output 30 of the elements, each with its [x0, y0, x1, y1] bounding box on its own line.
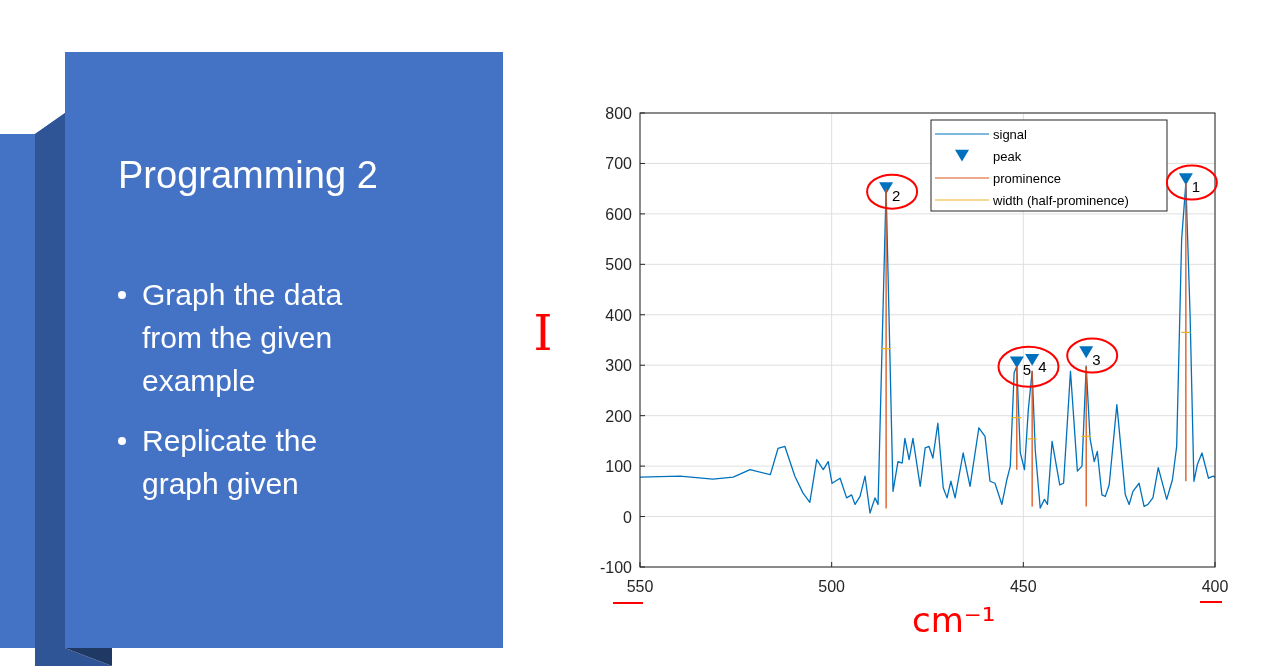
x-tick-label: 400 [1201, 578, 1229, 595]
annotation: 2 [892, 186, 901, 204]
y-tick-label: 700 [605, 155, 633, 173]
y-tick-label: 600 [605, 205, 633, 223]
annotation: 3 [1092, 350, 1101, 368]
y-tick-label: 200 [605, 407, 633, 425]
y-tick-label: 0 [623, 508, 633, 526]
x-tick-label: 550 [626, 578, 654, 595]
text: Programming 2 [118, 154, 378, 196]
x-tick-label: 450 [1009, 578, 1037, 595]
annotation: 4 [1038, 358, 1047, 376]
legend-label: width (half-prominence) [992, 193, 1129, 208]
point [1025, 353, 1040, 366]
legend-label: signal [993, 127, 1028, 142]
point [1009, 356, 1024, 369]
annotation: 5 [1022, 360, 1032, 378]
annotation: 1 [1191, 177, 1201, 195]
y-tick-label: -100 [599, 559, 633, 576]
x-axis-title: cm⁻¹ [912, 600, 996, 640]
legend-label: peak [993, 149, 1022, 164]
y-tick-label: 800 [605, 105, 633, 122]
y-tick-label: 500 [605, 256, 633, 274]
legend-label: prominence [993, 171, 1061, 186]
y-tick-label: 400 [605, 306, 633, 324]
y-tick-label: 300 [605, 357, 633, 375]
text: Graph the data from the given example [142, 278, 343, 397]
x-tick-label: 500 [818, 578, 846, 595]
y-axis-title: I [533, 305, 553, 361]
text: Replicate the graph given [142, 424, 318, 500]
y-tick-label: 100 [605, 458, 633, 476]
